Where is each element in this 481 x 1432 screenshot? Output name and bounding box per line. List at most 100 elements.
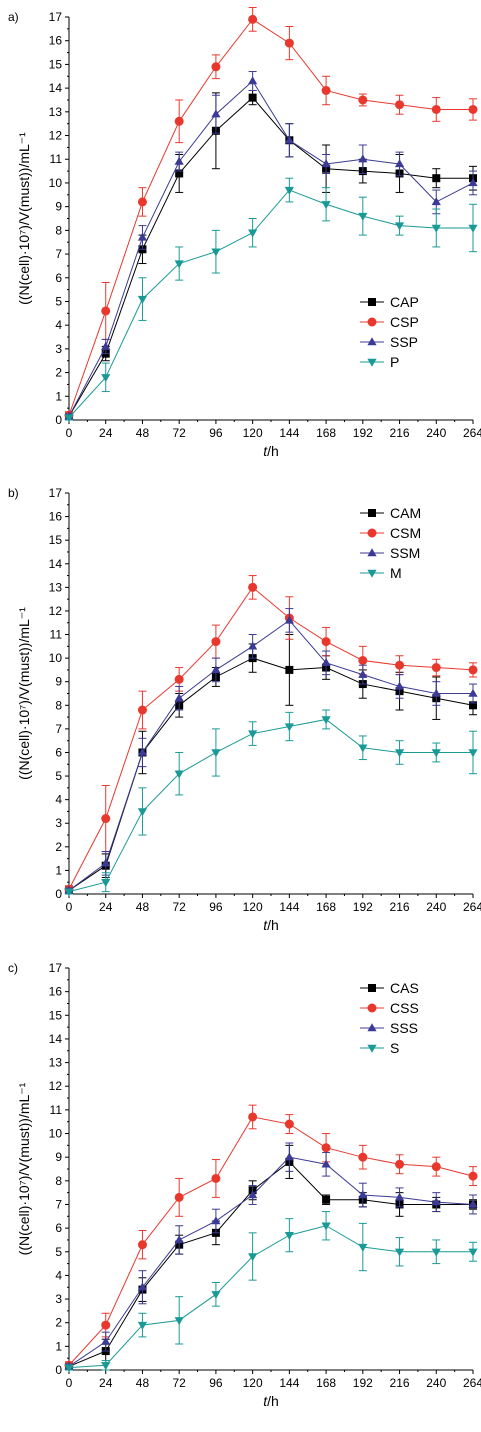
series-line: [68, 189, 473, 418]
x-tick-label: 120: [243, 426, 263, 440]
y-tick-label: 14: [49, 557, 63, 571]
y-tick-label: 4: [55, 318, 62, 332]
data-point: [101, 879, 111, 888]
data-point: [321, 1222, 331, 1231]
y-tick-label: 3: [55, 816, 62, 830]
legend-marker: [367, 1044, 377, 1053]
y-tick-label: 13: [49, 105, 63, 119]
y-tick-label: 12: [49, 1079, 63, 1093]
x-tick-label: 24: [99, 1376, 113, 1390]
series-CSM: [64, 575, 478, 894]
y-tick-label: 9: [55, 1150, 62, 1164]
legend: CAM CSM SSM M: [360, 505, 421, 581]
x-tick-label: 72: [173, 426, 187, 440]
data-point: [101, 1336, 111, 1345]
x-axis-title-unit: /h: [267, 443, 279, 459]
x-tick-label: 168: [316, 900, 336, 914]
y-tick-label: 2: [55, 1316, 62, 1330]
legend-item: CAM: [360, 505, 421, 521]
data-point: [321, 85, 331, 95]
data-point: [468, 688, 478, 697]
data-point: [211, 109, 221, 118]
data-point: [137, 705, 147, 715]
data-point: [394, 681, 405, 690]
data-point: [394, 1192, 405, 1201]
data-point: [358, 655, 368, 665]
y-tick-label: 14: [49, 81, 63, 95]
y-tick-label: 16: [49, 510, 63, 524]
data-point: [64, 414, 74, 423]
series-SSM: [64, 608, 478, 894]
legend-label: SSP: [390, 334, 418, 350]
y-tick-label: 4: [55, 793, 62, 807]
data-point: [431, 688, 441, 697]
data-point: [64, 888, 74, 897]
x-axis-title-unit: /h: [267, 1393, 279, 1409]
y-tick-label: 13: [49, 580, 63, 594]
data-point: [248, 229, 258, 238]
legend-item: CSP: [360, 314, 419, 330]
x-axis-title-var: t: [263, 917, 268, 933]
panel-label: c): [8, 961, 18, 975]
x-tick-label: 216: [390, 426, 410, 440]
data-point: [174, 260, 184, 269]
legend-item: SSM: [360, 545, 420, 561]
x-tick-label: 96: [209, 426, 223, 440]
y-tick-label: 15: [49, 533, 63, 547]
x-tick-label: 168: [316, 1376, 336, 1390]
y-tick-label: 12: [49, 604, 63, 618]
y-tick-label: 5: [55, 294, 62, 308]
series-SSP: [64, 71, 478, 420]
data-point: [321, 201, 331, 210]
data-point: [211, 1216, 221, 1225]
data-point: [248, 76, 258, 85]
series-CAM: [65, 634, 477, 895]
x-tick-label: 96: [209, 1376, 223, 1390]
legend-item: CAS: [360, 980, 419, 996]
y-tick-label: 11: [50, 628, 63, 642]
data-point: [468, 104, 478, 114]
data-point: [321, 1159, 331, 1168]
x-tick-label: 144: [279, 426, 299, 440]
legend-marker: [367, 569, 377, 578]
y-axis-title: ((N(cell)·10⁷)/V(must))/mL⁻¹: [16, 607, 32, 780]
series-SSS: [64, 1142, 478, 1370]
data-point: [358, 744, 368, 753]
x-tick-label: 192: [353, 426, 373, 440]
data-point: [468, 1171, 478, 1181]
data-point: [468, 1248, 478, 1257]
y-tick-label: 0: [55, 1363, 62, 1377]
data-point: [174, 1317, 184, 1326]
legend-marker: [368, 298, 376, 306]
legend: CAP CSP SSP P: [360, 294, 419, 370]
legend-label: P: [390, 354, 399, 370]
y-tick-label: 1: [55, 389, 62, 403]
legend-item: SSP: [360, 334, 418, 350]
legend-label: CSP: [390, 314, 419, 330]
y-tick-label: 7: [55, 247, 62, 261]
x-tick-label: 240: [426, 426, 446, 440]
y-tick-label: 6: [55, 1221, 62, 1235]
data-point: [248, 641, 258, 650]
x-tick-label: 72: [173, 1376, 187, 1390]
x-tick-label: 264: [463, 1376, 481, 1390]
data-point: [358, 95, 368, 105]
data-point: [174, 1192, 184, 1202]
data-point: [137, 1282, 148, 1291]
data-point: [358, 154, 368, 163]
x-axis-title: t/h: [263, 443, 279, 459]
y-tick-label: 17: [49, 961, 63, 975]
legend-label: M: [390, 565, 402, 581]
series-S: [64, 1211, 478, 1373]
y-tick-label: 13: [49, 1056, 63, 1070]
y-tick-label: 11: [50, 1103, 63, 1117]
data-point: [468, 1199, 478, 1208]
data-point: [321, 159, 331, 168]
y-tick-label: 9: [55, 675, 62, 689]
legend-label: CSS: [390, 1000, 419, 1016]
y-tick-label: 1: [55, 1339, 62, 1353]
y-tick-label: 10: [49, 651, 63, 665]
